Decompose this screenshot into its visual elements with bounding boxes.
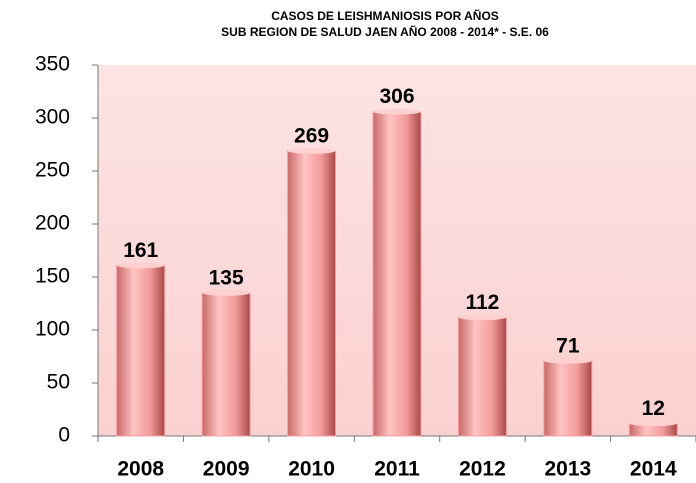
bar (372, 111, 422, 437)
bar-cap (287, 147, 336, 154)
bar-cap (116, 262, 165, 269)
value-label: 112 (465, 291, 499, 314)
bar-cap (543, 357, 592, 364)
value-label: 135 (209, 266, 244, 289)
x-tick-label: 2014 (630, 458, 677, 481)
y-tick-label: 250 (35, 159, 70, 182)
bar (201, 292, 251, 437)
y-tick-label: 150 (35, 265, 70, 288)
bar (287, 150, 337, 437)
x-tick-label: 2010 (288, 458, 335, 481)
value-label: 269 (294, 124, 329, 147)
y-tick-label: 350 (35, 53, 70, 76)
bar (457, 316, 507, 437)
bar (543, 360, 593, 437)
y-tick-label: 200 (35, 212, 70, 235)
bar-cap (373, 108, 421, 115)
value-label: 161 (123, 239, 158, 262)
x-tick-label: 2012 (459, 458, 506, 481)
value-label: 71 (556, 334, 580, 357)
y-tick-label: 100 (35, 318, 70, 341)
value-label: 12 (642, 397, 665, 420)
x-tick-label: 2011 (374, 458, 420, 481)
y-tick-label: 50 (47, 371, 70, 394)
bar-cap (202, 289, 251, 296)
x-tick-label: 2008 (117, 458, 164, 481)
x-tick-label: 2009 (203, 458, 250, 481)
chart-subtitle: SUB REGION DE SALUD JAEN AÑO 2008 - 2014… (221, 24, 549, 39)
bar-cap (458, 314, 507, 321)
y-tick-label: 0 (58, 424, 70, 447)
chart-title: CASOS DE LEISHMANIOSIS POR AÑOS (271, 8, 499, 23)
bar-cap (629, 420, 678, 427)
bar (116, 264, 166, 437)
x-tick-label: 2013 (544, 458, 591, 481)
y-tick-label: 300 (35, 106, 70, 129)
value-label: 306 (379, 85, 414, 108)
